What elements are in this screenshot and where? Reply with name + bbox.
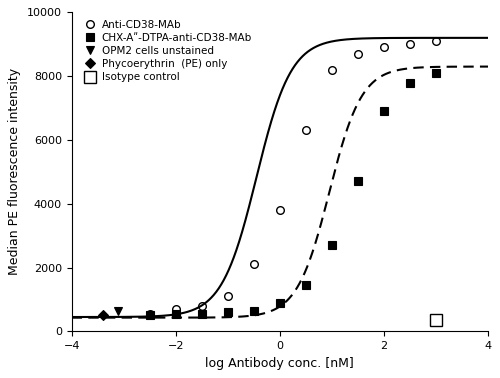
CHX-Aʺ-DTPA-anti-CD38-MAb xyxy=(199,311,205,316)
Anti-CD38-MAb xyxy=(277,208,283,212)
CHX-Aʺ-DTPA-anti-CD38-MAb xyxy=(172,312,178,317)
CHX-Aʺ-DTPA-anti-CD38-MAb xyxy=(407,80,413,85)
CHX-Aʺ-DTPA-anti-CD38-MAb xyxy=(329,243,335,248)
CHX-Aʺ-DTPA-anti-CD38-MAb xyxy=(381,109,387,113)
CHX-Aʺ-DTPA-anti-CD38-MAb xyxy=(277,301,283,305)
Anti-CD38-MAb xyxy=(303,128,309,133)
Line: CHX-Aʺ-DTPA-anti-CD38-MAb: CHX-Aʺ-DTPA-anti-CD38-MAb xyxy=(146,69,440,319)
CHX-Aʺ-DTPA-anti-CD38-MAb xyxy=(303,283,309,287)
Y-axis label: Median PE fluorescence intensity: Median PE fluorescence intensity xyxy=(8,68,22,276)
Line: Anti-CD38-MAb: Anti-CD38-MAb xyxy=(146,37,440,318)
Legend: Anti-CD38-MAb, CHX-Aʺ-DTPA-anti-CD38-MAb, OPM2 cells unstained, Phycoerythrin  (: Anti-CD38-MAb, CHX-Aʺ-DTPA-anti-CD38-MAb… xyxy=(80,15,256,86)
Anti-CD38-MAb xyxy=(407,42,413,46)
X-axis label: log Antibody conc. [nM]: log Antibody conc. [nM] xyxy=(206,357,354,370)
Anti-CD38-MAb xyxy=(225,294,231,299)
Anti-CD38-MAb xyxy=(199,304,205,308)
CHX-Aʺ-DTPA-anti-CD38-MAb xyxy=(355,179,361,184)
CHX-Aʺ-DTPA-anti-CD38-MAb xyxy=(433,71,439,75)
CHX-Aʺ-DTPA-anti-CD38-MAb xyxy=(251,308,257,313)
Anti-CD38-MAb xyxy=(172,307,178,311)
Anti-CD38-MAb xyxy=(355,51,361,56)
Anti-CD38-MAb xyxy=(433,39,439,43)
Anti-CD38-MAb xyxy=(146,311,152,316)
CHX-Aʺ-DTPA-anti-CD38-MAb xyxy=(225,310,231,314)
Anti-CD38-MAb xyxy=(329,68,335,72)
Anti-CD38-MAb xyxy=(251,262,257,266)
CHX-Aʺ-DTPA-anti-CD38-MAb xyxy=(146,313,152,318)
Anti-CD38-MAb xyxy=(381,45,387,50)
